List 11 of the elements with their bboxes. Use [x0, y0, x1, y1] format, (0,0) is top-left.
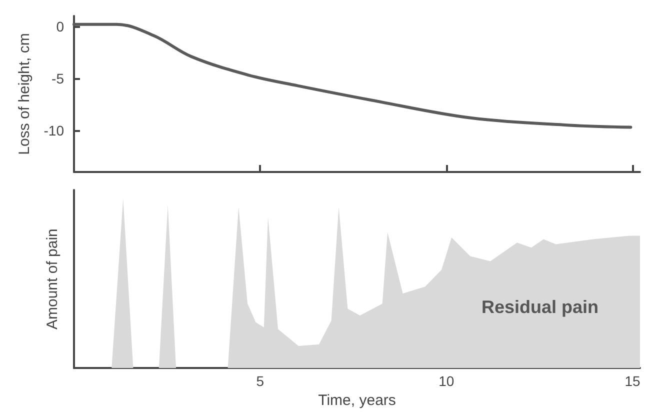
- x-tick-label: 10: [438, 373, 454, 390]
- x-tick-label: 15: [624, 373, 641, 390]
- annotation: Residual pain: [481, 297, 599, 317]
- x-axis-title: Time, years: [318, 392, 396, 409]
- y-axis-title: Amount of pain: [44, 228, 61, 330]
- y-tick-label: 0: [56, 18, 64, 34]
- y-axis-title: Loss of height, cm: [16, 33, 33, 155]
- y-tick-label: -10: [44, 122, 64, 138]
- x-tick-label: 5: [256, 373, 264, 390]
- line-series: [72, 22, 632, 129]
- y-tick-label: -5: [52, 70, 64, 86]
